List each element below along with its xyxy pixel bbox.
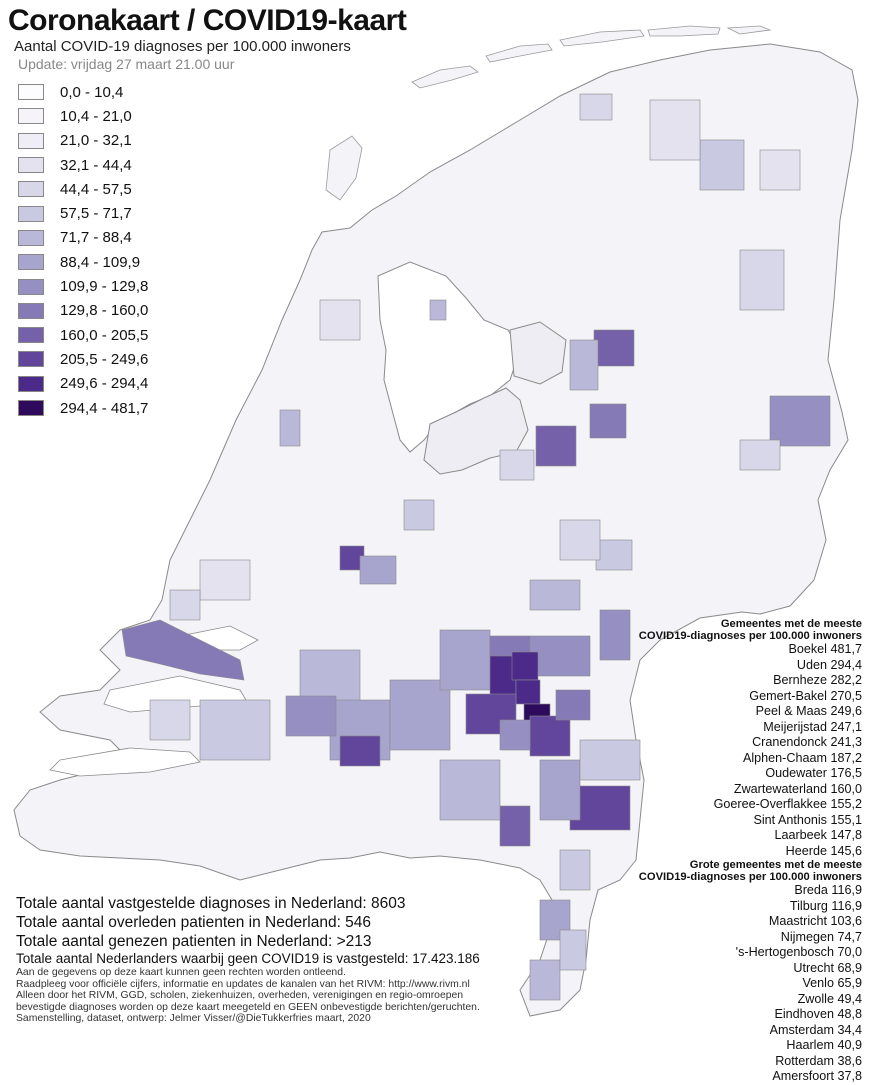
ranking-item: Alphen-Chaam 187,2	[742, 750, 862, 765]
legend-item: 10,4 - 21,0	[18, 104, 148, 128]
total-recovered: Totale aantal genezen patienten in Neder…	[16, 933, 372, 950]
ranking-item: Cranendonck 241,3	[752, 735, 862, 749]
top-municipalities-panel: Gemeentes met de meeste COVID19-diagnose…	[639, 618, 862, 1085]
legend-label: 0,0 - 10,4	[60, 83, 124, 101]
legend-swatch	[18, 108, 44, 125]
ranking-item: Amersfoort 37,8	[772, 1069, 862, 1083]
legend-item: 88,4 - 109,9	[18, 250, 148, 274]
total-diagnoses: Totale aantal vastgestelde diagnoses in …	[16, 895, 406, 912]
legend-swatch	[18, 278, 44, 295]
legend-item: 57,5 - 71,7	[18, 201, 148, 225]
disclaimer-line: bevestigde diagnoses worden op deze kaar…	[16, 1001, 480, 1013]
ranking-item: Zwolle 49,4	[797, 991, 862, 1006]
ranking-item: Amsterdam 34,4	[769, 1022, 862, 1037]
ranking-item: Maastricht 103,6	[768, 914, 862, 928]
ranking-item: Tilburg 116,9	[789, 898, 862, 913]
ranking-item: Sint Anthonis 155,1	[753, 812, 862, 827]
legend-item: 0,0 - 10,4	[18, 80, 148, 104]
credits-line: Samenstelling, dataset, ontwerp: Jelmer …	[16, 1013, 371, 1025]
top-municipalities-header-2: COVID19-diagnoses per 100.000 inwoners	[638, 630, 862, 642]
legend-label: 249,6 - 294,4	[60, 375, 149, 393]
legend-item: 71,7 - 88,4	[18, 226, 148, 250]
map-subtitle: Aantal COVID-19 diagnoses per 100.000 in…	[14, 38, 351, 55]
legend-label: 88,4 - 109,9	[60, 253, 141, 271]
total-deaths: Totale aantal overleden patienten in Ned…	[16, 914, 372, 931]
large-municipalities-header-1: Grote gemeentes met de meeste	[689, 859, 862, 871]
legend-item: 160,0 - 205,5	[18, 323, 148, 347]
legend-swatch	[18, 351, 44, 368]
legend-label: 32,1 - 44,4	[60, 156, 132, 174]
ranking-item: Gemert-Bakel 270,5	[749, 688, 862, 703]
mainland	[13, 43, 859, 1017]
legend-item: 44,4 - 57,5	[18, 177, 148, 201]
ranking-item: Zwartewaterland 160,0	[733, 781, 862, 796]
ranking-item: Bernheze 282,2	[773, 673, 862, 687]
netherlands-choropleth-map	[13, 25, 859, 1017]
ranking-item: Goeree-Overflakkee 155,2	[713, 797, 862, 811]
legend-label: 294,4 - 481,7	[60, 399, 149, 417]
ranking-item: Eindhoven 48,8	[774, 1007, 862, 1021]
legend-label: 160,0 - 205,5	[60, 326, 149, 344]
legend-item: 32,1 - 44,4	[18, 153, 148, 177]
legend-item: 249,6 - 294,4	[18, 372, 148, 396]
map-title: Coronakaart / COVID19-kaart	[8, 4, 407, 37]
legend-label: 21,0 - 32,1	[60, 132, 132, 150]
legend-swatch	[18, 181, 44, 198]
legend-swatch	[18, 205, 44, 222]
disclaimer-line: Aan de gegevens op deze kaart kunnen gee…	[16, 967, 346, 978]
disclaimer-line: Alleen door het RIVM, GGD, scholen, ziek…	[16, 990, 464, 1002]
legend-swatch	[18, 229, 44, 246]
ranking-item: Heerde 145,6	[785, 843, 862, 858]
legend: 0,0 - 10,4 10,4 - 21,0 21,0 - 32,1 32,1 …	[18, 80, 148, 420]
ranking-item: Haarlem 40,9	[786, 1038, 862, 1052]
legend-label: 44,4 - 57,5	[60, 180, 132, 198]
legend-label: 10,4 - 21,0	[60, 107, 132, 125]
legend-label: 57,5 - 71,7	[60, 205, 132, 223]
legend-label: 129,8 - 160,0	[60, 302, 149, 320]
ranking-item: Laarbeek 147,8	[774, 828, 862, 842]
legend-label: 109,9 - 129,8	[60, 278, 149, 296]
legend-swatch	[18, 157, 44, 174]
legend-swatch	[18, 254, 44, 271]
legend-swatch	[18, 132, 44, 149]
texel-island	[325, 135, 363, 201]
noordoostpolder	[509, 321, 567, 385]
ranking-item: Utrecht 68,9	[793, 960, 862, 975]
update-timestamp: Update: vrijdag 27 maart 21.00 uur	[18, 56, 235, 72]
ranking-item: Oudewater 176,5	[765, 766, 862, 780]
disclaimer-line: Raadpleeg voor officiële cijfers, inform…	[16, 978, 470, 990]
legend-item: 294,4 - 481,7	[18, 396, 148, 420]
legend-label: 71,7 - 88,4	[60, 229, 132, 247]
ranking-item: Peel & Maas 249,6	[755, 704, 862, 718]
legend-swatch	[18, 375, 44, 392]
total-no-covid: Totale aantal Nederlanders waarbij geen …	[16, 951, 480, 966]
ranking-item: Breda 116,9	[794, 883, 862, 897]
legend-swatch	[18, 327, 44, 344]
legend-item: 205,5 - 249,6	[18, 347, 148, 371]
legend-label: 205,5 - 249,6	[60, 350, 149, 368]
legend-swatch	[18, 302, 44, 319]
ranking-item: Boekel 481,7	[788, 642, 862, 656]
municipalities	[121, 93, 831, 1001]
wadden-islands	[411, 25, 772, 89]
legend-swatch	[18, 84, 44, 101]
legend-item: 109,9 - 129,8	[18, 274, 148, 298]
legend-swatch	[18, 400, 44, 416]
ranking-item: Nijmegen 74,7	[780, 929, 862, 944]
ranking-item: Uden 294,4	[796, 657, 862, 672]
totals-panel: Totale aantal vastgestelde diagnoses in …	[16, 894, 480, 1025]
top-municipalities-header-1: Gemeentes met de meeste	[720, 618, 862, 630]
ranking-item: Rotterdam 38,6	[775, 1053, 862, 1068]
ranking-item: Venlo 65,9	[802, 976, 862, 990]
large-municipalities-header-2: COVID19-diagnoses per 100.000 inwoners	[638, 871, 862, 883]
legend-item: 129,8 - 160,0	[18, 299, 148, 323]
ranking-item: 's-Hertogenbosch 70,0	[735, 945, 862, 959]
ranking-item: Meijerijstad 247,1	[763, 719, 862, 734]
legend-item: 21,0 - 32,1	[18, 129, 148, 153]
